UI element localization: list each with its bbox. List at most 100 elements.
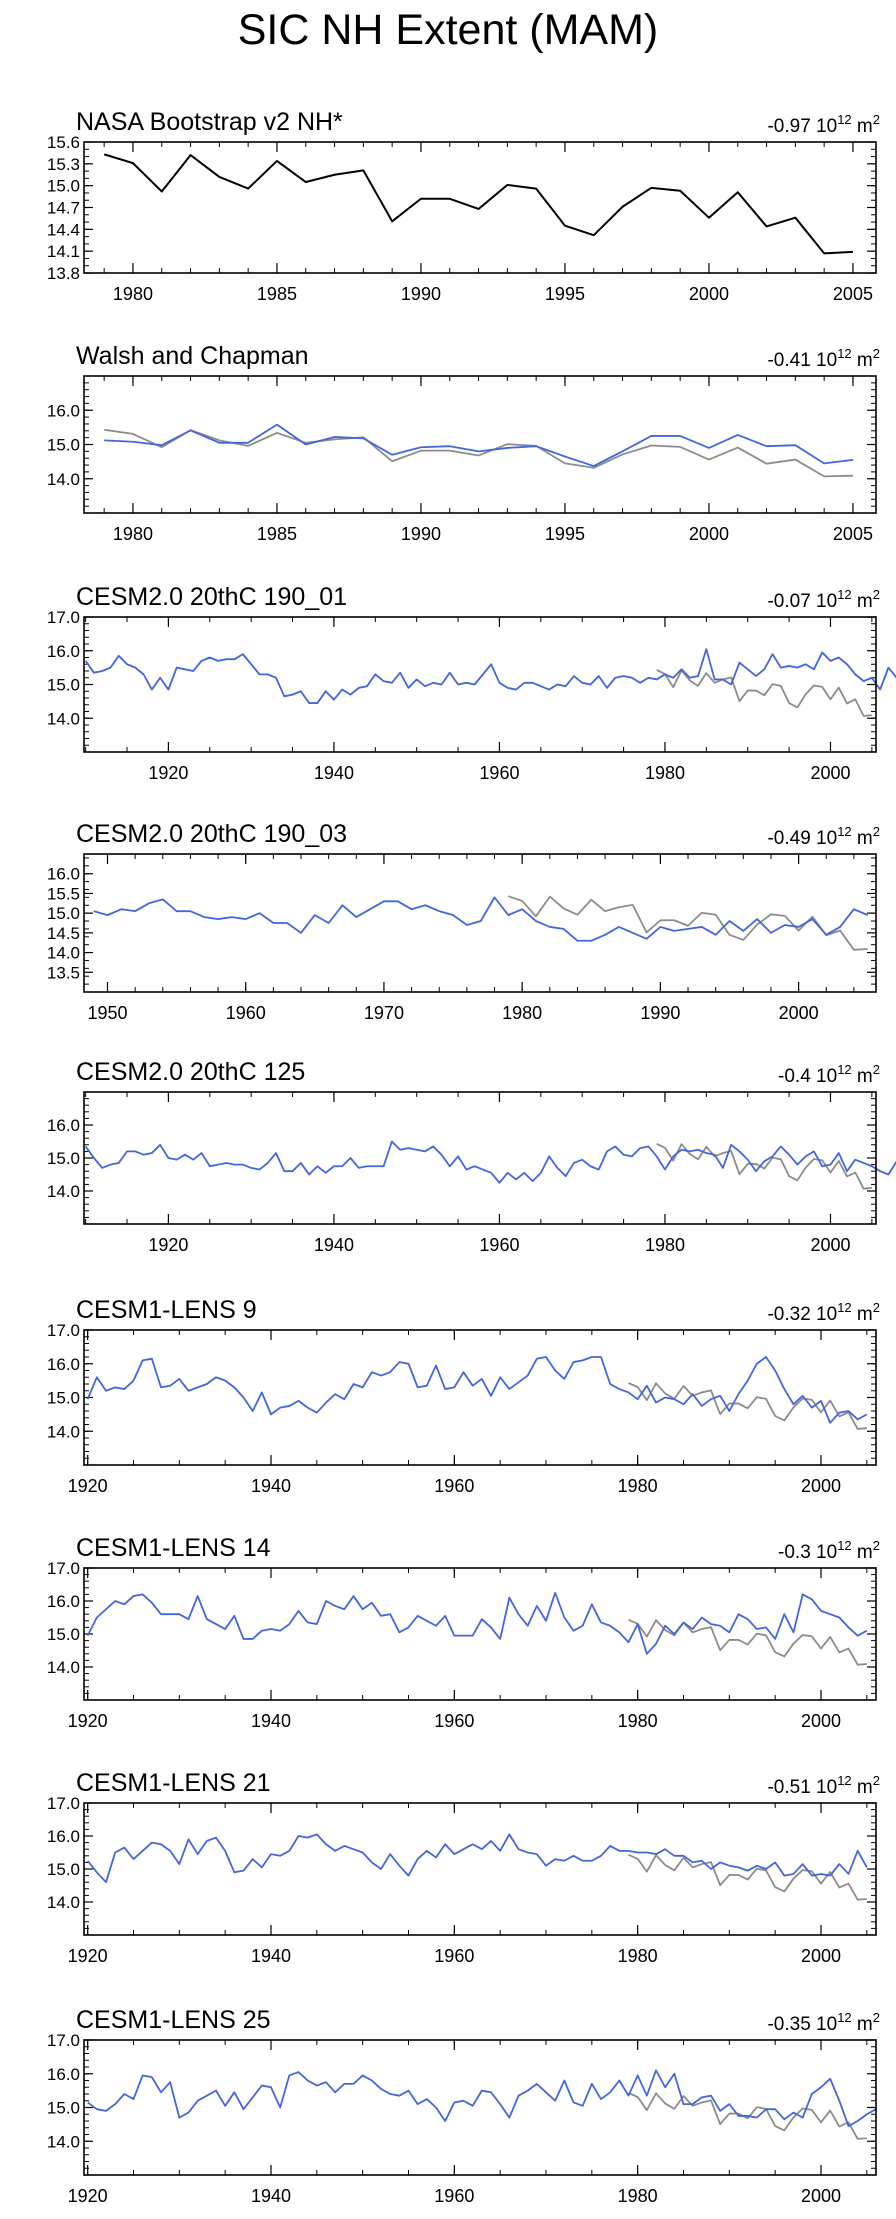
x-tick-label: 2000 <box>689 524 729 544</box>
panel-title: CESM1-LENS 9 <box>76 1296 257 1324</box>
y-tick-label: 15.0 <box>47 1860 80 1879</box>
x-tick-label: 2000 <box>801 1711 841 1731</box>
x-tick-label: 1980 <box>618 1711 658 1731</box>
series-line-reference <box>656 1142 872 1190</box>
x-tick-label: 1920 <box>68 1711 108 1731</box>
panel-5: CESM2.0 20thC 125 -0.4 1012 m2 16.0 15.0 14.… <box>47 1058 896 1255</box>
y-tick-label: 14.1 <box>47 242 80 261</box>
trend-unit-exponent: 2 <box>873 2010 880 2025</box>
y-tick-label: 14.0 <box>47 1658 80 1677</box>
trend-value: -0.97 10 <box>767 116 837 137</box>
x-tick-label: 1980 <box>618 2186 658 2206</box>
x-tick-label: 2000 <box>810 1235 850 1255</box>
trend-value: -0.41 10 <box>767 350 837 371</box>
series-line-primary <box>103 153 854 255</box>
trend-value: -0.49 10 <box>767 828 837 849</box>
x-tick-label: 1960 <box>479 763 519 783</box>
x-tick-label: 2005 <box>833 524 873 544</box>
y-tick-label: 14.0 <box>47 709 80 728</box>
x-tick-label: 1920 <box>68 1946 108 1966</box>
plot-frame <box>83 1567 877 1701</box>
y-tick-label: 17.0 <box>47 1794 80 1813</box>
panel-title: CESM1-LENS 14 <box>76 1534 271 1562</box>
trend-label: -0.3 1012 m2 <box>778 1538 880 1563</box>
trend-exponent: 12 <box>837 824 851 839</box>
series-line-primary <box>87 2069 877 2127</box>
trend-label: -0.49 1012 m2 <box>767 824 880 849</box>
x-tick-label: 2000 <box>810 763 850 783</box>
trend-unit-exponent: 2 <box>873 587 880 602</box>
panel-title: NASA Bootstrap v2 NH* <box>76 108 343 136</box>
y-tick-label: 14.0 <box>47 944 80 963</box>
y-tick-label: 13.5 <box>47 963 80 982</box>
trend-unit-exponent: 2 <box>873 1773 880 1788</box>
panel-title: CESM2.0 20thC 190_03 <box>76 820 347 848</box>
trend-exponent: 12 <box>837 1300 851 1315</box>
trend-unit: m <box>852 1066 873 1087</box>
trend-unit-exponent: 2 <box>873 824 880 839</box>
panel-title: CESM1-LENS 25 <box>76 2006 271 2034</box>
x-tick-label: 2000 <box>801 1476 841 1496</box>
y-tick-label: 15.0 <box>47 676 80 695</box>
x-tick-label: 1995 <box>545 524 585 544</box>
x-tick-label: 1980 <box>618 1946 658 1966</box>
trend-label: -0.51 1012 m2 <box>767 1773 880 1798</box>
x-tick-label: 1990 <box>401 284 441 304</box>
x-tick-label: 1960 <box>479 1235 519 1255</box>
trend-unit: m <box>852 2014 873 2035</box>
y-tick-label: 16.0 <box>47 1827 80 1846</box>
trend-exponent: 12 <box>837 2010 851 2025</box>
x-tick-label: 1920 <box>68 1476 108 1496</box>
series-line-primary <box>84 1140 896 1184</box>
x-tick-label: 1920 <box>148 763 188 783</box>
x-tick-label: 1920 <box>68 2186 108 2206</box>
x-tick-label: 1990 <box>640 1003 680 1023</box>
series-line-reference <box>628 1618 867 1666</box>
y-tick-label: 14.0 <box>47 1422 80 1441</box>
trend-unit-exponent: 2 <box>873 112 880 127</box>
series-line-primary <box>104 423 854 467</box>
x-tick-label: 1960 <box>434 1946 474 1966</box>
trend-exponent: 12 <box>837 1773 851 1788</box>
trend-unit: m <box>852 591 873 612</box>
y-tick-label: 15.0 <box>47 1625 80 1644</box>
trend-unit-exponent: 2 <box>873 1300 880 1315</box>
y-tick-label: 15.0 <box>47 436 80 455</box>
x-tick-label: 2000 <box>801 2186 841 2206</box>
y-tick-label: 16.0 <box>47 1592 80 1611</box>
trend-unit: m <box>852 350 873 371</box>
panel-title: CESM2.0 20thC 125 <box>76 1058 305 1086</box>
trend-label: -0.32 1012 m2 <box>767 1300 880 1325</box>
trend-exponent: 12 <box>837 112 851 127</box>
x-tick-label: 1940 <box>314 1235 354 1255</box>
series-line-reference <box>508 895 868 951</box>
y-tick-label: 17.0 <box>47 608 80 627</box>
trend-value: -0.35 10 <box>767 2014 837 2035</box>
trend-label: -0.4 1012 m2 <box>778 1062 880 1087</box>
trend-exponent: 12 <box>837 346 851 361</box>
x-tick-label: 1960 <box>434 1476 474 1496</box>
y-tick-label: 14.0 <box>47 2132 80 2151</box>
panel-2: Walsh and Chapman -0.41 1012 m2 16.0 15.0 14… <box>47 342 880 544</box>
panel-title: Walsh and Chapman <box>76 342 309 370</box>
x-tick-label: 1950 <box>87 1003 127 1023</box>
trend-value: -0.51 10 <box>767 1777 837 1798</box>
x-tick-label: 1960 <box>226 1003 266 1023</box>
trend-label: -0.97 1012 m2 <box>767 112 880 137</box>
panel-title: CESM2.0 20thC 190_01 <box>76 583 347 611</box>
x-tick-label: 1940 <box>251 2186 291 2206</box>
x-tick-label: 1940 <box>251 1946 291 1966</box>
trend-value: -0.4 10 <box>778 1066 837 1087</box>
x-tick-label: 1985 <box>257 524 297 544</box>
y-tick-label: 15.0 <box>47 1149 80 1168</box>
trend-label: -0.41 1012 m2 <box>767 346 880 371</box>
plot-frame <box>83 1802 877 1936</box>
plot-frame <box>83 616 877 753</box>
trend-exponent: 12 <box>837 1062 851 1077</box>
y-tick-label: 15.0 <box>47 904 80 923</box>
y-tick-label: 14.7 <box>47 199 80 218</box>
x-tick-label: 1920 <box>148 1235 188 1255</box>
y-tick-label: 15.0 <box>47 2099 80 2118</box>
panel-7: CESM1-LENS 14 -0.3 1012 m2 17.0 16.0 15.0 14.… <box>47 1534 880 1731</box>
y-tick-label: 15.0 <box>47 177 80 196</box>
